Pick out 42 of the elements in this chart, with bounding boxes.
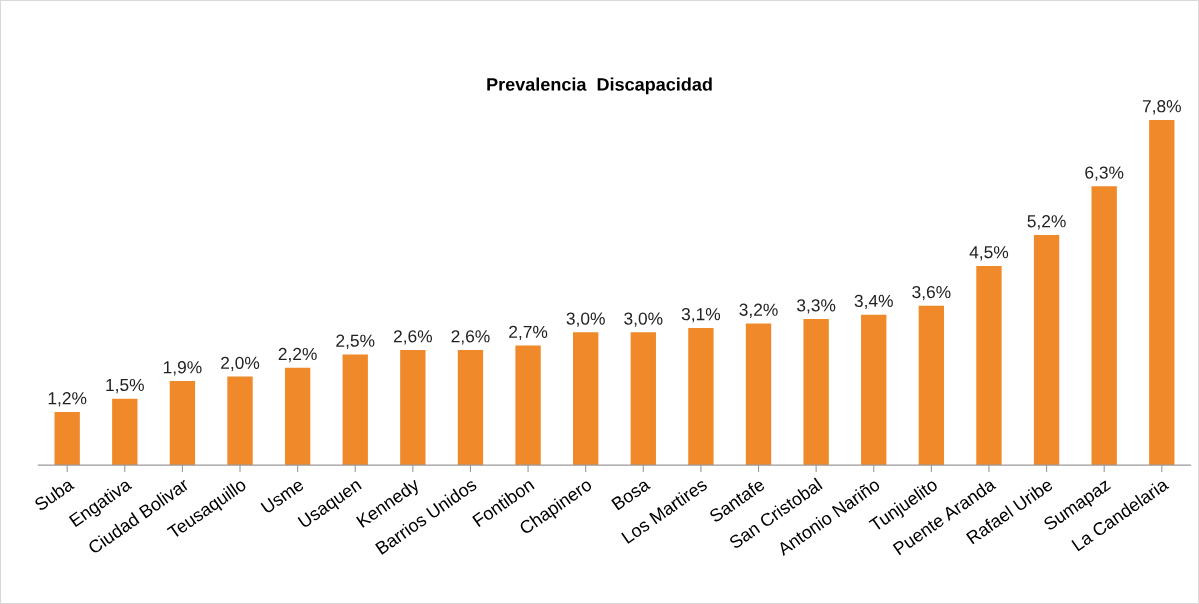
data-label: 3,0%	[566, 312, 605, 327]
data-label: 3,2%	[739, 303, 778, 318]
bar	[457, 350, 484, 466]
bar	[1149, 119, 1175, 466]
chart-title: Prevalencia Discapacidad	[487, 77, 712, 95]
data-label: 6,3%	[1085, 166, 1124, 181]
data-label: 3,6%	[912, 285, 951, 301]
bar	[573, 332, 599, 466]
bar	[745, 323, 772, 466]
data-label: 1,9%	[163, 361, 202, 376]
data-label: 3,1%	[681, 308, 721, 323]
bar	[169, 381, 196, 466]
bar	[976, 265, 1002, 466]
data-label: 7,8%	[1142, 100, 1181, 115]
data-label: 1,5%	[106, 378, 144, 394]
data-label: 2,2%	[278, 347, 317, 363]
data-label: 2,0%	[221, 356, 260, 372]
data-label: 2,5%	[336, 334, 375, 349]
bar	[284, 367, 311, 466]
data-label: 2,7%	[509, 325, 548, 341]
bar	[1033, 234, 1060, 466]
bar	[803, 319, 829, 466]
bar	[342, 354, 368, 466]
data-label: 3,4%	[854, 294, 893, 310]
bar	[688, 327, 714, 466]
bar	[861, 314, 887, 466]
bar	[227, 376, 253, 466]
x-tick-label: Bosa	[611, 477, 651, 511]
bar	[1091, 186, 1117, 466]
bar	[630, 332, 656, 466]
bar	[112, 398, 138, 466]
data-label: 4,5%	[969, 246, 1009, 261]
data-label: 3,3%	[797, 299, 836, 314]
data-label: 2,6%	[451, 330, 490, 345]
data-label: 3,0%	[624, 312, 663, 327]
bar	[400, 350, 426, 466]
bar	[515, 345, 541, 466]
data-label: 2,6%	[393, 330, 433, 345]
data-label: 1,2%	[48, 392, 87, 407]
bar	[918, 305, 945, 466]
data-label: 5,2%	[1027, 215, 1066, 230]
bar	[54, 411, 80, 466]
